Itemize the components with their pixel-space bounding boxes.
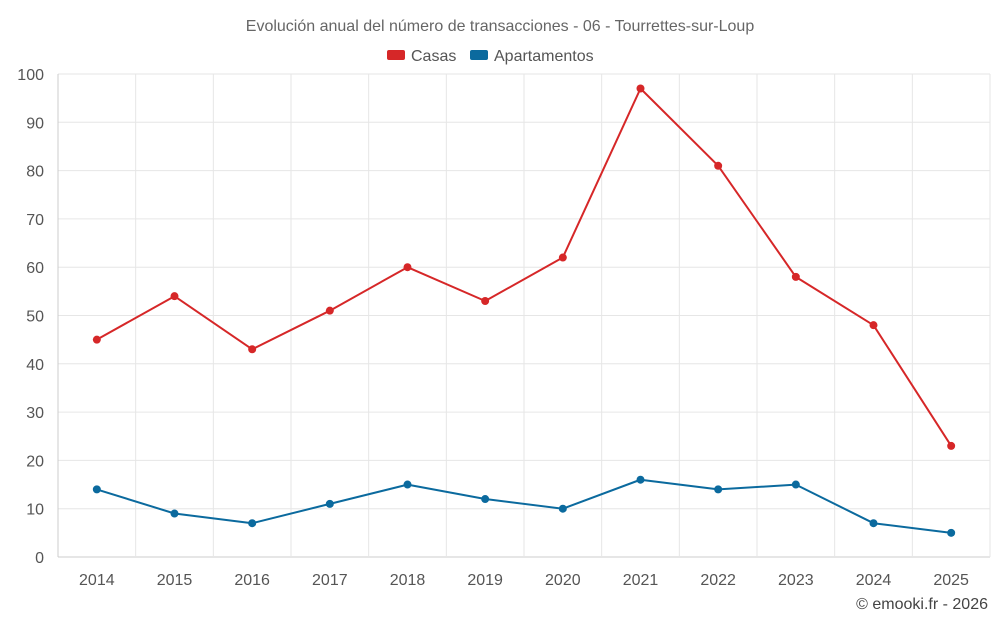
y-tick-label: 100 (17, 67, 44, 84)
chart-title: Evolución anual del número de transaccio… (246, 18, 755, 35)
series (92, 84, 956, 537)
series-apartamentos (92, 475, 956, 537)
x-axis-ticks: 2014 2015 2016 2017 2018 2019 2020 2021 2022 2023… (79, 572, 969, 589)
legend-swatch-apartamentos (470, 50, 488, 60)
y-tick-label: 10 (26, 502, 44, 519)
y-axis-ticks: 0 10 20 30 40 50 60 70 80 90 100 (17, 67, 44, 567)
series-line-casas (96, 87, 953, 447)
x-tick-label: 2021 (623, 572, 659, 589)
legend: Casas Apartamentos (387, 48, 594, 65)
series-casas (92, 84, 956, 450)
y-tick-label: 90 (26, 115, 44, 132)
series-line-apartamentos (96, 478, 952, 534)
data-point-casas[interactable] (325, 306, 334, 315)
x-tick-label: 2019 (467, 572, 503, 589)
legend-label-casas: Casas (411, 48, 456, 65)
x-tick-label: 2024 (856, 572, 892, 589)
data-point-casas[interactable] (869, 321, 878, 330)
y-tick-label: 50 (26, 309, 44, 326)
data-point-apartamentos[interactable] (248, 519, 257, 528)
data-point-casas[interactable] (947, 441, 956, 450)
x-tick-label: 2025 (933, 572, 969, 589)
data-point-apartamentos[interactable] (791, 480, 800, 489)
y-tick-label: 0 (35, 550, 44, 567)
x-tick-label: 2022 (700, 572, 736, 589)
data-point-apartamentos[interactable] (403, 480, 412, 489)
data-point-apartamentos[interactable] (170, 509, 179, 518)
x-tick-label: 2020 (545, 572, 581, 589)
y-tick-label: 80 (26, 164, 44, 181)
data-point-apartamentos[interactable] (558, 504, 567, 513)
data-point-casas[interactable] (92, 335, 101, 344)
y-tick-label: 60 (26, 260, 44, 277)
y-tick-label: 40 (26, 357, 44, 374)
data-point-apartamentos[interactable] (481, 495, 490, 504)
x-tick-label: 2023 (778, 572, 814, 589)
legend-label-apartamentos: Apartamentos (494, 48, 594, 65)
y-tick-label: 20 (26, 453, 44, 470)
data-point-apartamentos[interactable] (92, 485, 101, 494)
legend-swatch-casas (387, 50, 405, 60)
x-tick-label: 2015 (157, 572, 193, 589)
legend-item-apartamentos[interactable]: Apartamentos (470, 48, 594, 65)
y-tick-label: 70 (26, 212, 44, 229)
x-tick-label: 2014 (79, 572, 115, 589)
grid (57, 73, 991, 558)
credit-text: © emooki.fr - 2026 (856, 596, 988, 613)
data-point-apartamentos[interactable] (325, 499, 334, 508)
data-point-casas[interactable] (248, 345, 257, 354)
x-tick-label: 2018 (390, 572, 426, 589)
data-point-casas[interactable] (403, 263, 412, 272)
y-tick-label: 30 (26, 405, 44, 422)
data-point-casas[interactable] (170, 292, 179, 301)
data-point-casas[interactable] (791, 272, 800, 281)
data-point-casas[interactable] (481, 297, 490, 306)
data-point-casas[interactable] (636, 84, 645, 93)
data-point-casas[interactable] (714, 161, 723, 170)
x-tick-label: 2017 (312, 572, 348, 589)
legend-item-casas[interactable]: Casas (387, 48, 456, 65)
data-point-casas[interactable] (558, 253, 567, 262)
data-point-apartamentos[interactable] (947, 528, 956, 537)
data-point-apartamentos[interactable] (869, 519, 878, 528)
data-point-apartamentos[interactable] (714, 485, 723, 494)
x-tick-label: 2016 (234, 572, 270, 589)
data-point-apartamentos[interactable] (636, 475, 645, 484)
